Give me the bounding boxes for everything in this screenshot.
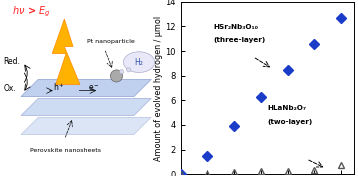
Text: Perovskite nanosheets: Perovskite nanosheets — [30, 148, 101, 153]
Text: HLaNb₂O₇: HLaNb₂O₇ — [267, 105, 306, 111]
Text: (two-layer): (two-layer) — [267, 119, 313, 125]
Text: Ox.: Ox. — [4, 84, 16, 93]
Polygon shape — [21, 79, 151, 97]
Polygon shape — [21, 98, 151, 116]
Circle shape — [110, 70, 122, 82]
Text: $h\nu$ > $E_g$: $h\nu$ > $E_g$ — [12, 4, 51, 19]
Polygon shape — [21, 117, 151, 135]
Text: h$^+$: h$^+$ — [53, 81, 65, 93]
Y-axis label: Amount of evolved hydrogen / μmol: Amount of evolved hydrogen / μmol — [154, 15, 163, 161]
Text: Pt nanoparticle: Pt nanoparticle — [87, 39, 135, 44]
Circle shape — [126, 68, 131, 72]
Ellipse shape — [124, 52, 155, 73]
Text: Red.: Red. — [4, 57, 20, 66]
Circle shape — [120, 70, 124, 74]
Text: e$^-$: e$^-$ — [88, 83, 100, 93]
Text: HSr₂Nb₃O₁₀: HSr₂Nb₃O₁₀ — [214, 24, 259, 30]
Polygon shape — [52, 19, 80, 84]
Text: H₂: H₂ — [135, 58, 144, 67]
Text: (three-layer): (three-layer) — [214, 37, 266, 43]
